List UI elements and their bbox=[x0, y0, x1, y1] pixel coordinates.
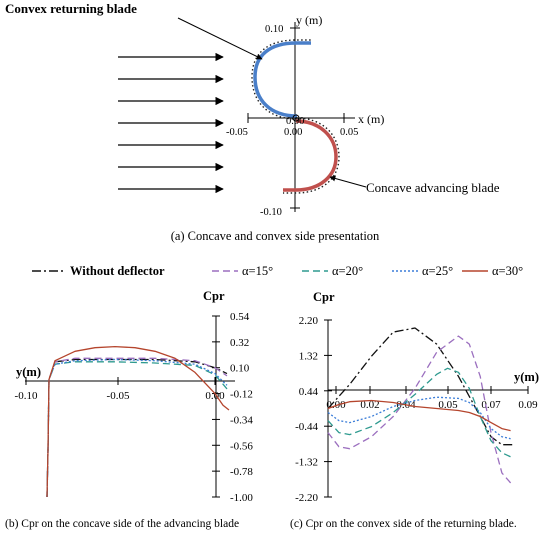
legend-label: α=30° bbox=[492, 264, 523, 278]
panel-a-caption: (a) Concave and convex side presentation bbox=[171, 229, 380, 243]
series-line bbox=[46, 358, 228, 498]
concave-blade-label: Concave advancing blade bbox=[366, 180, 500, 195]
y-axis-title: Cpr bbox=[313, 290, 335, 304]
y-tick-label-bottom: -0.10 bbox=[260, 207, 282, 218]
legend-label: Without deflector bbox=[70, 264, 165, 278]
legend: Without deflector α=15° α=20° α=25° α=30° bbox=[32, 264, 523, 278]
convex-returning-blade bbox=[253, 41, 311, 118]
y-tick-label: 0.44 bbox=[299, 386, 319, 398]
chart-b-caption: (b) Cpr on the concave side of the advan… bbox=[5, 518, 239, 530]
x-tick-label: 0.00 bbox=[205, 390, 225, 402]
y-tick-label: -2.20 bbox=[295, 492, 318, 504]
y-tick-label: 1.32 bbox=[299, 350, 318, 362]
series-line bbox=[46, 345, 230, 498]
x-tick-label: 0.05 bbox=[438, 399, 458, 411]
series-line bbox=[46, 358, 228, 498]
convex-blade-dots bbox=[251, 39, 311, 120]
series-line bbox=[327, 335, 512, 484]
convex-label-pointer bbox=[177, 17, 263, 60]
series-line bbox=[327, 399, 511, 432]
x-tick-label: -0.10 bbox=[15, 390, 38, 402]
series-line bbox=[46, 361, 228, 498]
y-tick-label: -0.12 bbox=[230, 389, 253, 401]
convex-blade-label: Convex returning blade bbox=[5, 1, 137, 16]
series-line bbox=[46, 357, 228, 498]
x-tick-label: 0.02 bbox=[360, 399, 379, 411]
x-tick-label-right: 0.05 bbox=[340, 127, 358, 138]
y-tick-label: 0.54 bbox=[230, 311, 250, 323]
x-tick-label-mid: 0.00 bbox=[284, 127, 302, 138]
y-tick-label: -0.78 bbox=[230, 466, 253, 478]
concave-advancing-blade bbox=[283, 119, 338, 192]
x-tick-label-left: -0.05 bbox=[226, 127, 248, 138]
y-axis-title: Cpr bbox=[203, 289, 225, 303]
x-axis-title: y(m) bbox=[514, 370, 539, 384]
series-line bbox=[327, 327, 513, 446]
chart-b: 0.54 0.32 0.10 -0.12 -0.34 -0.56 -0.78 -1.00 -0.… bbox=[15, 289, 254, 504]
y-tick-label: 2.20 bbox=[299, 315, 319, 327]
y-tick-label: 0.10 bbox=[230, 363, 250, 375]
rotor-center bbox=[292, 114, 300, 122]
panel-a-y-label: y (m) bbox=[296, 13, 322, 27]
panel-a-x-label: x (m) bbox=[358, 112, 384, 126]
x-tick-label: -0.05 bbox=[107, 390, 130, 402]
chart-c-caption: (c) Cpr on the convex side of the return… bbox=[290, 518, 517, 530]
x-tick-label: 0.07 bbox=[481, 399, 501, 411]
y-tick-label-mid: 0.00 bbox=[286, 116, 304, 127]
y-tick-label: -0.44 bbox=[295, 421, 318, 433]
series-line bbox=[327, 396, 511, 440]
legend-label: α=15° bbox=[242, 264, 273, 278]
flow-arrows bbox=[118, 52, 224, 194]
concave-blade-dots bbox=[283, 117, 340, 194]
panel-a: Convex returning blade Concave advancing… bbox=[5, 1, 500, 243]
y-tick-label: -0.56 bbox=[230, 440, 253, 452]
x-tick-label: 0.09 bbox=[518, 399, 538, 411]
y-tick-label: 0.32 bbox=[230, 337, 249, 349]
legend-label: α=25° bbox=[422, 264, 453, 278]
y-tick-label: -1.32 bbox=[295, 457, 318, 469]
x-axis-title: y(m) bbox=[16, 365, 41, 379]
y-tick-label: -0.34 bbox=[230, 414, 253, 426]
concave-label-pointer bbox=[329, 175, 367, 188]
legend-label: α=20° bbox=[332, 264, 363, 278]
y-tick-label-top: 0.10 bbox=[265, 24, 283, 35]
chart-c: 2.201.320.44-0.44-1.32-2.200.00 0.02 0.04 0… bbox=[295, 290, 539, 504]
y-tick-label: -1.00 bbox=[230, 492, 253, 504]
